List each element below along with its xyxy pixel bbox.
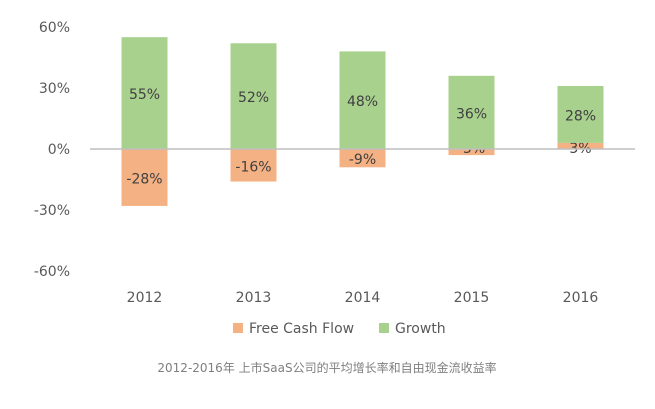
bar-free-cash-flow [339, 149, 386, 168]
bar-growth [339, 51, 386, 149]
data-label: -28% [126, 171, 162, 187]
x-tick-label: 2014 [345, 290, 381, 306]
x-tick-label: 2012 [127, 290, 163, 306]
legend-label: Free Cash Flow [249, 321, 354, 337]
bar-free-cash-flow [121, 149, 168, 206]
x-tick-label: 2013 [236, 290, 272, 306]
y-tick-label: 60% [39, 20, 70, 36]
legend-swatch [233, 323, 243, 333]
chart-caption: 2012-2016年 上市SaaS公司的平均增长率和自由现金流收益率 [157, 360, 496, 375]
data-label: 48% [347, 94, 378, 110]
bar-growth [121, 37, 168, 149]
data-label: 36% [456, 106, 487, 122]
x-tick-label: 2016 [563, 290, 599, 306]
legend-swatch [379, 323, 389, 333]
data-label: -16% [235, 159, 271, 175]
data-label: -9% [349, 152, 376, 168]
bar-growth [448, 75, 495, 149]
y-tick-label: 0% [48, 142, 70, 158]
bar-free-cash-flow [230, 149, 277, 182]
bar-free-cash-flow [448, 149, 495, 156]
data-label: 52% [238, 90, 269, 106]
data-label: 28% [565, 108, 596, 124]
bar-growth [230, 43, 277, 150]
y-tick-label: 30% [39, 81, 70, 97]
x-tick-label: 2015 [454, 290, 490, 306]
bar-growth [557, 85, 604, 143]
legend-label: Growth [395, 321, 446, 337]
y-tick-label: -60% [34, 264, 70, 280]
bar-free-cash-flow [557, 142, 604, 149]
y-tick-label: -30% [34, 203, 70, 219]
data-label: 55% [129, 87, 160, 103]
